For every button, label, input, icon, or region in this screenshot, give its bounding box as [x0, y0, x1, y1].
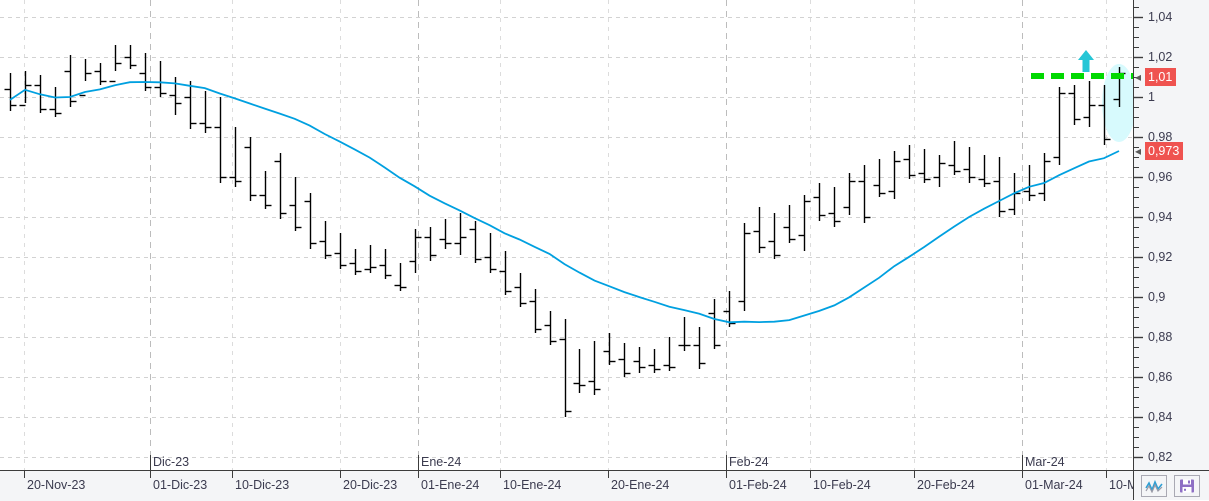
price-chart-plot-area[interactable]: [0, 0, 1133, 470]
save-icon: [1180, 479, 1194, 493]
price-tick-label: 0,86: [1148, 369, 1173, 384]
month-marker-tick: [726, 455, 727, 470]
price-tick-label: 1,02: [1148, 49, 1173, 64]
date-tick-label: 01-Dic-23: [153, 478, 208, 492]
month-marker-label: Feb-24: [729, 455, 769, 469]
last-bar-highlight: [1102, 64, 1133, 142]
price-axis-ticks: [1134, 7, 1143, 459]
date-tick-mark: [726, 471, 727, 478]
date-tick-label: 20-Ene-24: [611, 478, 670, 492]
date-tick-mark: [150, 471, 151, 478]
date-tick-label: 10-Feb-24: [813, 478, 871, 492]
price-tick-label: 0,88: [1148, 329, 1173, 344]
date-tick-label: 20-Nov-23: [27, 478, 86, 492]
ohlc-bars: [4, 45, 1126, 417]
date-tick-label: 01-Feb-24: [729, 478, 787, 492]
date-tick-label: 10-Dic-23: [235, 478, 290, 492]
date-tick-label: 01-Ene-24: [421, 478, 480, 492]
price-tick-label: 0,9: [1148, 289, 1166, 304]
date-tick-mark: [418, 471, 419, 478]
month-marker-tick: [1022, 455, 1023, 470]
date-tick-label: 20-Feb-24: [917, 478, 975, 492]
moving-average-pointer: ◂: [1135, 144, 1142, 158]
date-tick-mark: [914, 471, 915, 478]
date-tick-mark: [608, 471, 609, 478]
vertical-gridlines: [24, 0, 1107, 470]
price-tick-label: 0,94: [1148, 209, 1173, 224]
moving-average-line: [9, 81, 1120, 324]
chart-canvas: [0, 0, 1133, 470]
date-tick-mark: [1106, 471, 1107, 478]
price-tick-label: 0,84: [1148, 409, 1173, 424]
date-tick-mark: [1022, 471, 1023, 478]
date-tick-mark: [24, 471, 25, 478]
price-tick-label: 0,96: [1148, 169, 1173, 184]
last-price-value: 1,01: [1148, 70, 1173, 84]
date-tick-mark: [232, 471, 233, 478]
price-tick-label: 1,04: [1148, 9, 1173, 24]
last-price-pointer: ◂: [1135, 70, 1142, 84]
month-marker-tick: [418, 455, 419, 470]
price-axis[interactable]: 1,04 1,02 1 0,98 0,96 0,94 0,92 0,9 0,88 0,86 0,84…: [1133, 0, 1209, 470]
horizontal-gridlines: [0, 17, 1133, 458]
save-button[interactable]: [1174, 475, 1200, 497]
chart-toolbar: [1133, 470, 1209, 500]
price-tick-label: 0,92: [1148, 249, 1173, 264]
date-axis[interactable]: 20-Nov-23 01-Dic-23 10-Dic-23 20-Dic-23 01-E…: [0, 470, 1149, 501]
date-tick-mark: [340, 471, 341, 478]
price-tick-label: 1: [1148, 89, 1155, 104]
date-tick-label: 20-Dic-23: [343, 478, 398, 492]
moving-average-tag: 0,973: [1145, 142, 1184, 160]
indicator-button[interactable]: [1141, 475, 1167, 497]
indicator-icon: [1145, 479, 1163, 493]
last-price-tag: 1,01: [1145, 68, 1177, 86]
month-marker-label: Mar-24: [1025, 455, 1065, 469]
moving-average-value: 0,973: [1148, 144, 1180, 158]
date-tick-label: 10-Ene-24: [503, 478, 562, 492]
price-tick-label: 0,98: [1148, 129, 1173, 144]
price-tick-label: 0,82: [1148, 449, 1173, 464]
month-marker-label: Dic-23: [153, 455, 190, 469]
date-tick-label: 01-Mar-24: [1025, 478, 1083, 492]
month-marker-label: Ene-24: [421, 455, 462, 469]
date-tick-mark: [500, 471, 501, 478]
date-tick-mark: [810, 471, 811, 478]
month-marker-tick: [150, 455, 151, 470]
buy-signal-arrow: [1078, 50, 1094, 72]
